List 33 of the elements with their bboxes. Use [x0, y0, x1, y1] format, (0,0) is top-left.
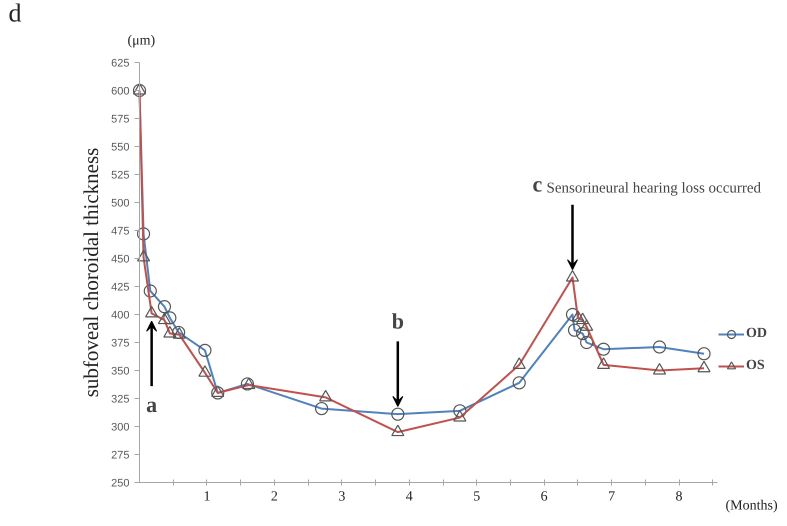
x-tick-label: 4	[406, 490, 413, 504]
y-tick-label: 625	[111, 58, 130, 70]
y-tick-label: 525	[111, 170, 130, 182]
annotation: a	[146, 392, 158, 418]
chart-title: d	[8, 0, 22, 28]
y-tick-label: 275	[111, 450, 130, 462]
x-tick-label: 8	[676, 490, 683, 504]
y-tick-label: 575	[111, 114, 130, 126]
x-tick-label: 1	[203, 490, 210, 504]
y-tick-label: 500	[111, 198, 130, 210]
text: (μm)	[128, 34, 156, 48]
annotation: c Sensorineural hearing loss occurred	[532, 172, 762, 197]
x-tick-label: 5	[473, 490, 480, 504]
x-tick-label: 2	[270, 490, 278, 504]
x-tick-label: 3	[338, 490, 346, 504]
legend-label: OD	[746, 326, 767, 342]
y-tick-label: 475	[111, 226, 130, 238]
y-tick-label: 450	[111, 254, 130, 266]
y-tick-label: 375	[111, 338, 130, 350]
x-tick-label: 6	[540, 490, 548, 504]
y-tick-label: 550	[111, 142, 130, 154]
x-tick-label: 7	[608, 490, 616, 504]
y-tick-label: 425	[111, 282, 130, 294]
y-tick-label: 350	[111, 366, 130, 378]
y-axis-title: subfoveal choroidal thickness	[79, 148, 104, 398]
y-tick-label: 250	[111, 478, 130, 490]
y-tick-label: 300	[111, 422, 130, 434]
y-tick-label: 600	[111, 86, 130, 98]
x-axis-title: (Months)	[726, 498, 778, 514]
legend-label: OS	[746, 358, 766, 374]
y-tick-label: 325	[111, 394, 130, 406]
y-tick-label: 400	[111, 310, 130, 322]
annotation: b	[392, 308, 404, 334]
